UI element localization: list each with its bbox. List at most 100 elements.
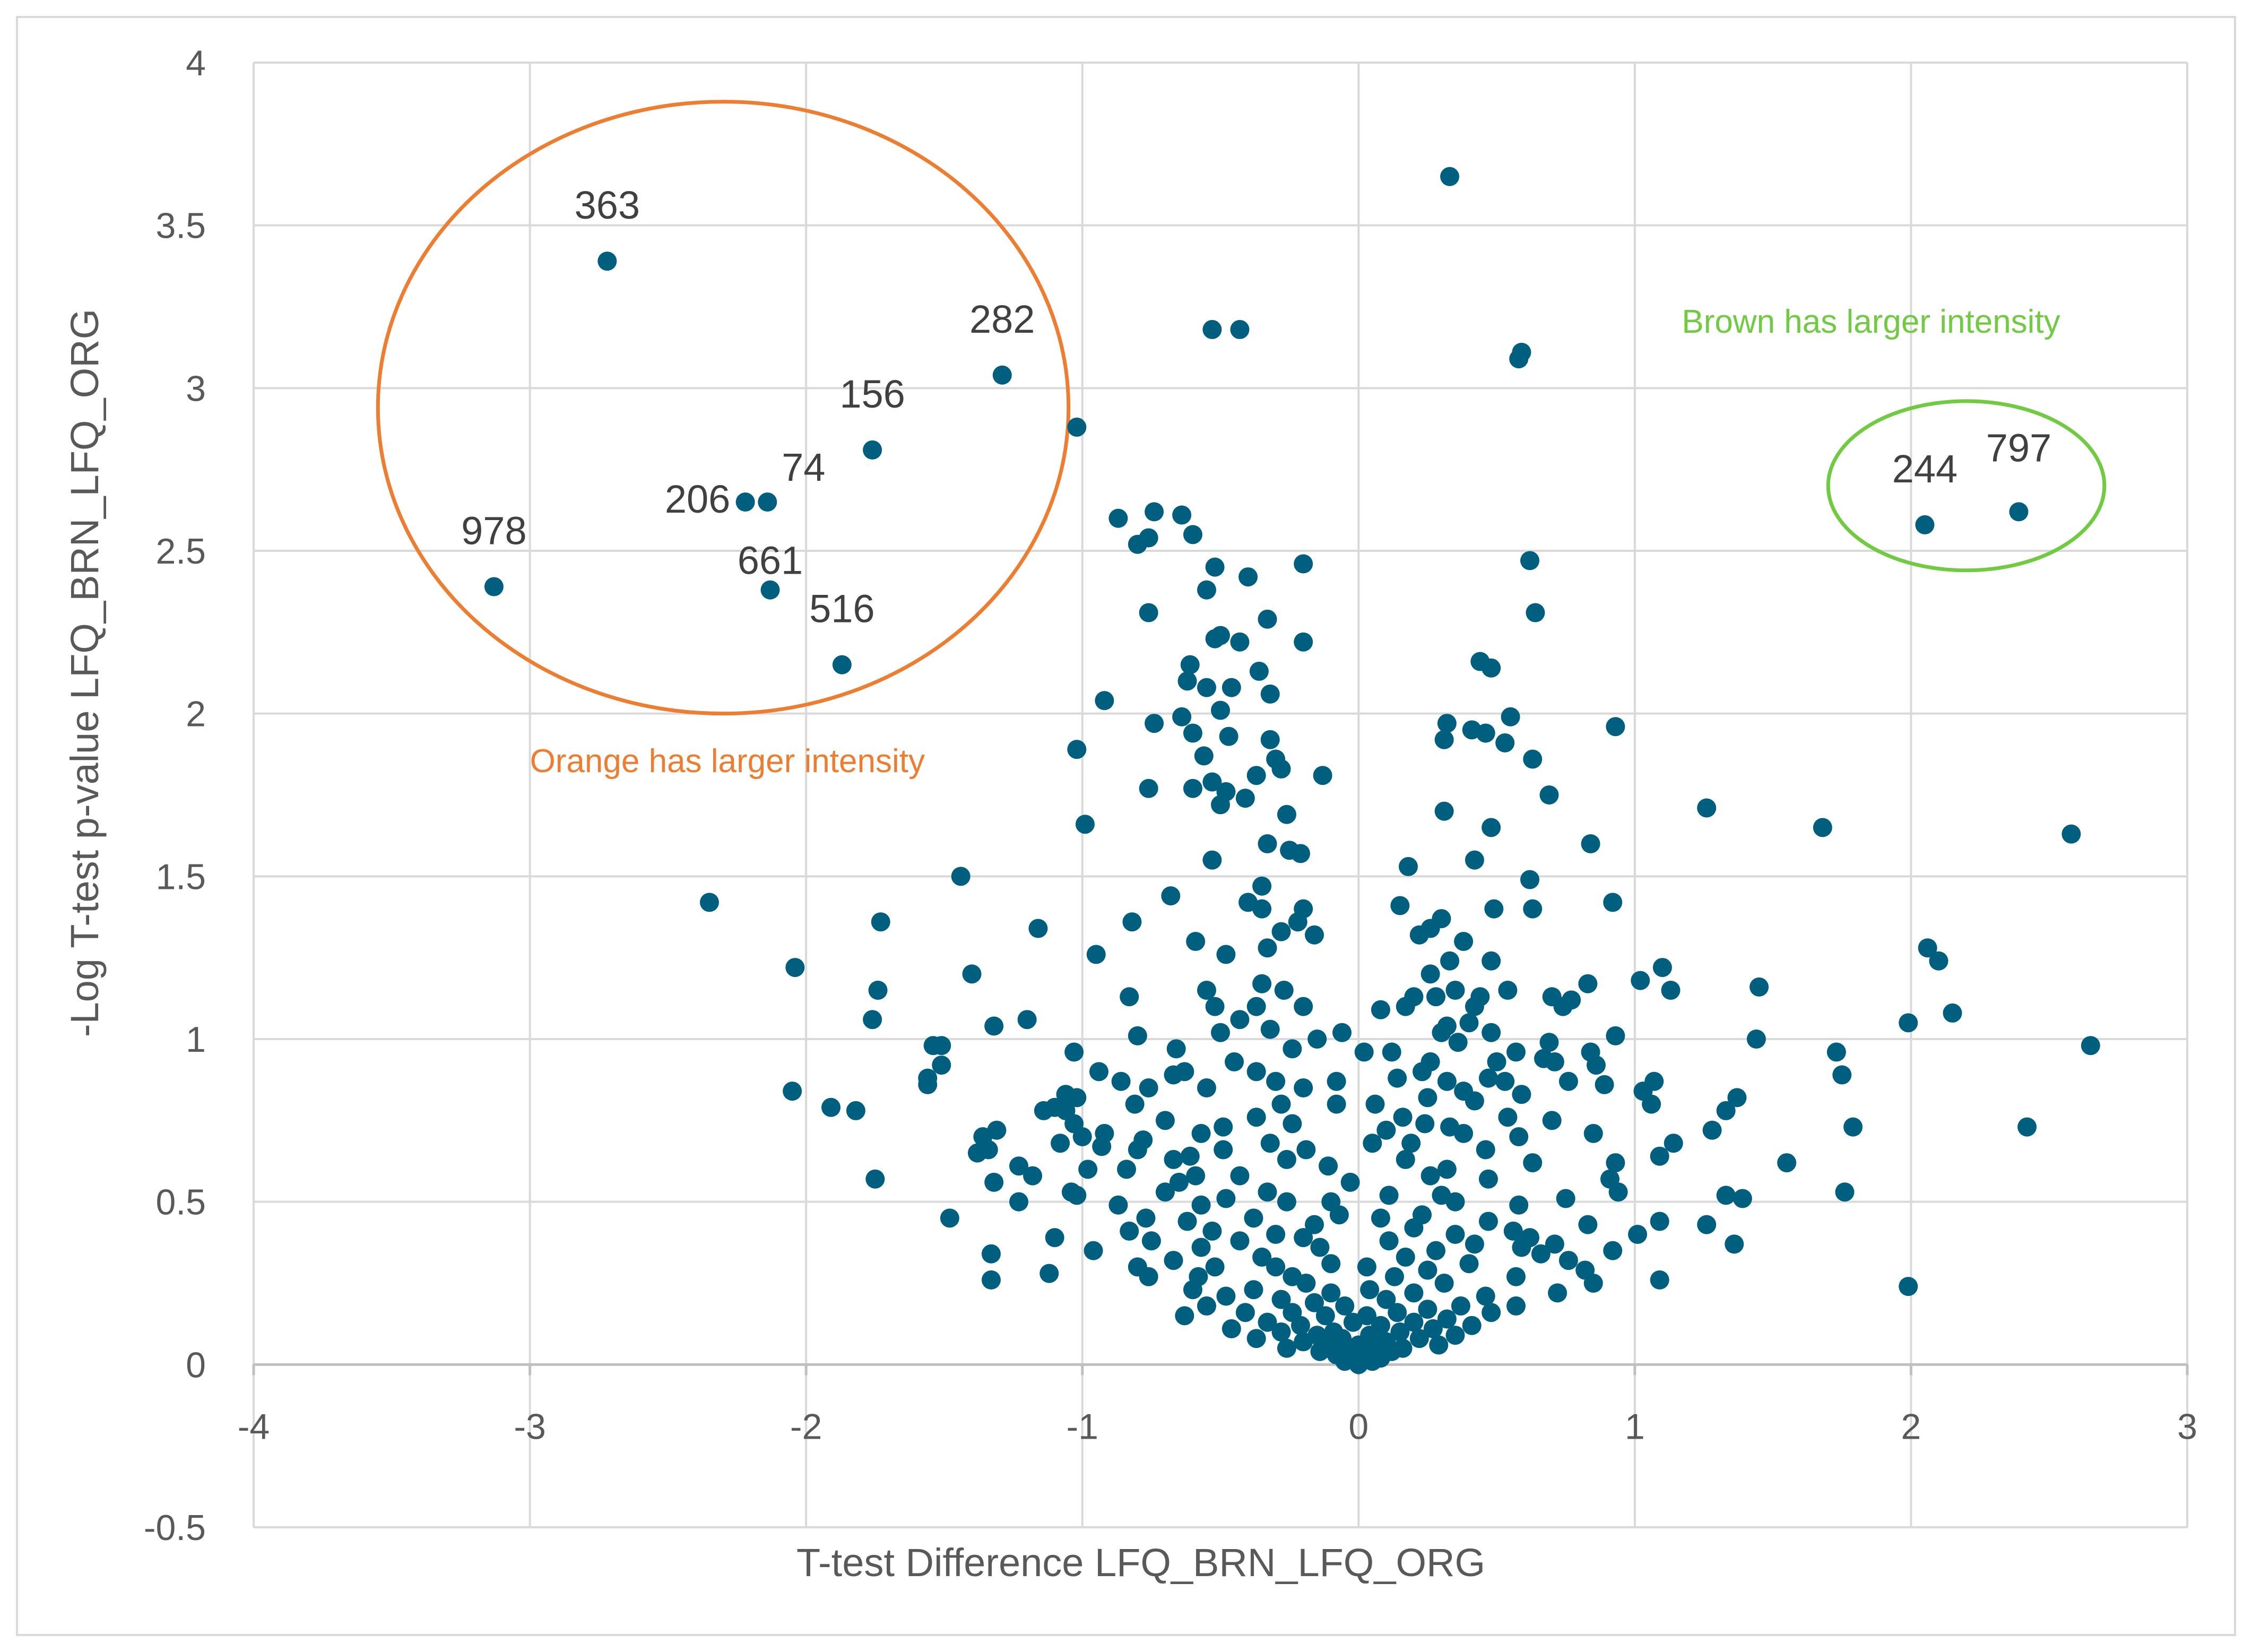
scatter-point bbox=[1409, 925, 1429, 945]
scatter-point bbox=[1379, 1231, 1399, 1251]
scatter-point bbox=[1155, 1111, 1175, 1130]
scatter-point bbox=[1246, 766, 1266, 785]
scatter-point bbox=[1180, 655, 1200, 674]
scatter-point bbox=[1520, 551, 1540, 570]
scatter-point bbox=[1506, 1042, 1526, 1062]
point-label: 156 bbox=[839, 372, 905, 416]
scatter-point bbox=[1445, 1225, 1465, 1244]
scatter-point bbox=[1141, 1231, 1161, 1251]
labeled-point bbox=[832, 655, 852, 674]
point-label: 661 bbox=[738, 539, 803, 583]
scatter-point bbox=[1843, 1117, 1863, 1137]
scatter-point bbox=[1214, 1117, 1233, 1137]
scatter-point bbox=[1409, 1329, 1429, 1348]
scatter-point bbox=[1434, 1274, 1454, 1293]
labeled-point bbox=[484, 577, 504, 596]
scatter-point bbox=[1586, 1056, 1606, 1075]
scatter-point bbox=[1260, 684, 1280, 704]
scatter-point bbox=[1520, 870, 1540, 889]
scatter-point bbox=[1197, 678, 1216, 697]
scatter-point bbox=[1211, 700, 1230, 720]
scatter-point bbox=[1230, 632, 1250, 652]
scatter-point bbox=[1139, 779, 1158, 798]
scatter-point bbox=[1509, 349, 1529, 369]
scatter-point bbox=[1072, 1127, 1092, 1146]
point-label: 206 bbox=[665, 477, 730, 521]
scatter-point bbox=[1482, 818, 1501, 837]
scatter-point bbox=[1211, 1023, 1230, 1042]
scatter-point bbox=[1294, 632, 1313, 652]
scatter-point bbox=[1482, 1303, 1501, 1322]
scatter-point bbox=[1509, 1195, 1529, 1215]
scatter-point bbox=[1578, 974, 1598, 993]
y-tick-label: -0.5 bbox=[144, 1508, 206, 1548]
scatter-point bbox=[1169, 1172, 1189, 1192]
scatter-point bbox=[1139, 603, 1158, 622]
scatter-point bbox=[1642, 1094, 1661, 1114]
scatter-point bbox=[1343, 1312, 1363, 1332]
orange-highlight-ellipse bbox=[376, 100, 1071, 716]
scatter-point bbox=[1177, 671, 1197, 691]
scatter-point bbox=[1271, 1322, 1291, 1342]
scatter-point bbox=[951, 867, 971, 886]
scatter-point bbox=[1583, 1274, 1603, 1293]
scatter-point bbox=[1205, 1257, 1225, 1277]
scatter-point bbox=[1329, 1205, 1349, 1225]
scatter-point bbox=[863, 1010, 882, 1030]
scatter-point bbox=[1202, 1221, 1222, 1241]
scatter-point bbox=[1084, 1241, 1103, 1260]
scatter-point bbox=[1246, 1329, 1266, 1348]
scatter-point bbox=[1125, 1094, 1145, 1114]
labeled-point bbox=[1915, 515, 1935, 534]
scatter-point bbox=[1606, 1026, 1625, 1045]
scatter-point bbox=[1697, 1215, 1717, 1234]
scatter-point bbox=[1092, 1137, 1112, 1156]
scatter-point bbox=[1371, 1208, 1390, 1228]
scatter-point bbox=[785, 958, 805, 978]
scatter-point bbox=[1194, 746, 1214, 766]
scatter-point bbox=[1650, 1212, 1669, 1231]
scatter-point bbox=[1266, 1257, 1286, 1277]
scatter-point bbox=[1393, 1108, 1413, 1127]
scatter-point bbox=[1929, 951, 1948, 971]
scatter-point bbox=[1448, 1033, 1468, 1052]
scatter-point bbox=[1222, 678, 1241, 697]
scatter-point bbox=[1595, 1075, 1614, 1094]
scatter-point bbox=[1246, 1062, 1266, 1082]
scatter-point bbox=[1716, 1101, 1736, 1120]
scatter-point bbox=[1238, 567, 1258, 587]
scatter-point bbox=[1478, 1068, 1498, 1088]
scatter-point bbox=[1186, 1166, 1206, 1186]
scatter-point bbox=[1813, 818, 1832, 837]
scatter-point bbox=[1244, 1280, 1263, 1300]
scatter-point bbox=[1277, 805, 1296, 824]
scatter-point bbox=[1487, 1052, 1506, 1071]
scatter-point bbox=[1451, 1296, 1470, 1316]
scatter-point bbox=[1578, 1215, 1598, 1234]
scatter-point bbox=[1506, 1296, 1526, 1316]
scatter-point bbox=[932, 1056, 951, 1075]
scatter-point bbox=[1899, 1013, 1918, 1033]
x-tick-label: -2 bbox=[790, 1406, 822, 1447]
scatter-point bbox=[1136, 1208, 1156, 1228]
scatter-point bbox=[1216, 1189, 1236, 1208]
scatter-point bbox=[1725, 1234, 1744, 1254]
scatter-point bbox=[1498, 981, 1518, 1000]
scatter-point bbox=[1943, 1003, 1962, 1023]
scatter-point bbox=[1628, 1225, 1648, 1244]
scatter-point bbox=[1214, 1140, 1233, 1160]
scatter-point bbox=[1139, 1078, 1158, 1097]
scatter-point bbox=[923, 1036, 943, 1056]
scatter-point bbox=[1177, 1212, 1197, 1231]
tick-labels: -0.5 0 0.5 1 1.5 2 2.5 3 3.5 4 -4 -3 -2 -1 0 1 2 3 bbox=[144, 43, 2197, 1548]
y-tick-label: 0.5 bbox=[155, 1182, 206, 1223]
point-label: 244 bbox=[1892, 447, 1957, 491]
scatter-point bbox=[1277, 1192, 1296, 1212]
scatter-point bbox=[1608, 1182, 1628, 1202]
scatter-point bbox=[1067, 1186, 1087, 1205]
scatter-point bbox=[1089, 1062, 1108, 1082]
scatter-point bbox=[1277, 1338, 1296, 1358]
scatter-point bbox=[1664, 1134, 1683, 1153]
scatter-point bbox=[1606, 717, 1625, 737]
scatter-point bbox=[1603, 893, 1623, 912]
